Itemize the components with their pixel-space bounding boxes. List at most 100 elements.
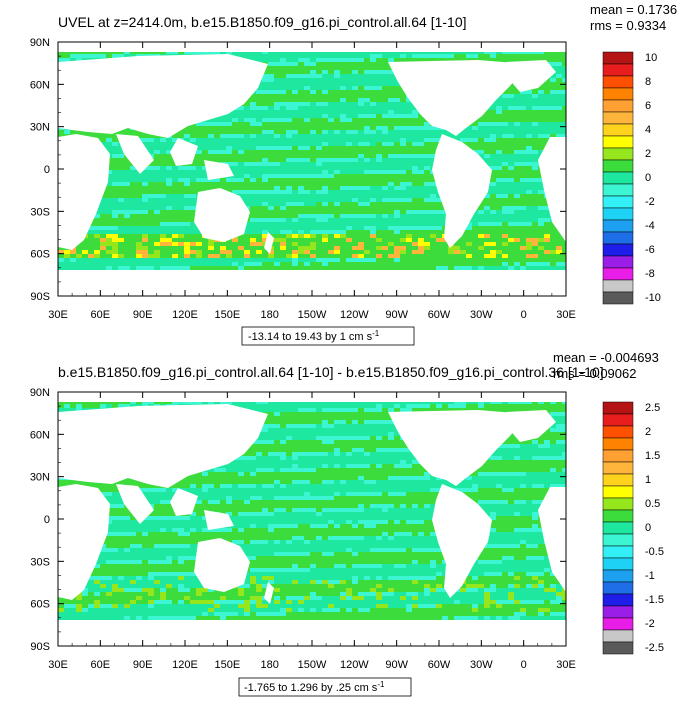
y-tick-label: 30N [30,472,50,484]
colorbar: 2.521.510.50-0.5-1-1.5-2-2.5 [603,402,664,654]
colorbar-label: -0.5 [645,546,664,558]
y-tick-label: 90N [30,37,50,49]
contour-info: -13.14 to 19.43 by 1 cm s [248,331,373,343]
y-tick-label: 90S [30,291,50,303]
rms-label: rms = 0.9334 [590,18,666,33]
x-tick-label: 30W [470,309,493,321]
y-tick-label: 30S [30,206,50,218]
colorbar-label: 1 [645,474,651,486]
colorbar-swatch [603,486,633,498]
mean-label: mean = 0.1736 [590,2,677,17]
x-tick-label: 150E [214,659,240,671]
x-tick-label: 30E [48,309,68,321]
colorbar-swatch [603,582,633,594]
x-tick-label: 60E [91,659,111,671]
x-tick-label: 0 [521,309,527,321]
colorbar-swatch [603,148,633,160]
contour-info-exp: -1 [372,329,380,338]
chart-title: b.e15.B1850.f09_g16.pi_control.all.64 [1… [58,364,604,380]
colorbar-swatch [603,402,633,414]
colorbar-swatch [603,184,633,196]
colorbar-swatch [603,196,633,208]
x-tick-label: 30E [556,659,576,671]
y-tick-label: 60S [30,599,50,611]
colorbar-swatch [603,280,633,292]
colorbar-swatch [603,642,633,654]
x-tick-label: 120E [172,309,198,321]
y-tick-label: 60N [30,429,50,441]
x-tick-label: 120W [340,309,369,321]
colorbar-label: -4 [645,220,655,232]
colorbar-label: 0.5 [645,498,660,510]
colorbar-swatch [603,558,633,570]
colorbar-swatch [603,414,633,426]
colorbar-swatch [603,208,633,220]
y-tick-label: 90N [30,387,50,399]
contour-info-box: -1.765 to 1.296 by .25 cm s-1 [239,678,411,696]
colorbar-label: 6 [645,100,651,112]
x-tick-label: 180 [260,659,278,671]
colorbar-swatch [603,462,633,474]
colorbar-label: 2 [645,426,651,438]
colorbar-label: 1.5 [645,450,660,462]
colorbar-label: 2 [645,148,651,160]
colorbar-swatch [603,498,633,510]
colorbar-swatch [603,100,633,112]
x-tick-label: 120E [172,659,198,671]
y-tick-label: 90S [30,641,50,653]
y-tick-label: 60S [30,249,50,261]
colorbar-swatch [603,570,633,582]
colorbar-swatch [603,160,633,172]
rms-label: rms = 0.09062 [553,366,636,381]
x-tick-label: 150W [298,309,327,321]
x-tick-label: 150W [298,659,327,671]
y-tick-label: 30N [30,122,50,134]
x-tick-label: 30E [556,309,576,321]
colorbar-label: 8 [645,76,651,88]
colorbar-label: -2.5 [645,642,664,654]
colorbar-label: 0 [645,522,651,534]
mean-label: mean = -0.004693 [553,350,659,365]
colorbar-swatch [603,534,633,546]
x-tick-label: 150E [214,309,240,321]
colorbar-swatch [603,522,633,534]
colorbar-swatch [603,606,633,618]
colorbar-swatch [603,450,633,462]
x-tick-label: 30E [48,659,68,671]
colorbar-swatch [603,510,633,522]
colorbar-swatch [603,546,633,558]
colorbar-swatch [603,172,633,184]
colorbar-swatch [603,618,633,630]
x-tick-label: 60W [428,659,451,671]
x-tick-label: 90E [133,309,153,321]
colorbar-swatch [603,88,633,100]
colorbar-swatch [603,268,633,280]
y-tick-label: 60N [30,79,50,91]
colorbar-swatch [603,124,633,136]
colorbar-swatch [603,474,633,486]
y-tick-label: 30S [30,556,50,568]
x-tick-label: 120W [340,659,369,671]
colorbar-label: -6 [645,244,655,256]
contour-info-exp: -1 [377,680,385,689]
colorbar-label: 0 [645,172,651,184]
colorbar-label: -2 [645,196,655,208]
colorbar-swatch [603,112,633,124]
colorbar-label: -2 [645,618,655,630]
contour-info-box: -13.14 to 19.43 by 1 cm s-1 [242,327,414,345]
colorbar-label: -10 [645,292,661,304]
colorbar-swatch [603,220,633,232]
x-tick-label: 90E [133,659,153,671]
x-tick-label: 0 [521,659,527,671]
colorbar-swatch [603,426,633,438]
x-tick-label: 180 [260,309,278,321]
colorbar-swatch [603,244,633,256]
colorbar-swatch [603,438,633,450]
colorbar-label: -1 [645,570,655,582]
colorbar-swatch [603,64,633,76]
chart-top: UVEL at z=2414.0m, b.e15.B1850.f09_g16.p… [30,2,677,345]
colorbar-swatch [603,232,633,244]
